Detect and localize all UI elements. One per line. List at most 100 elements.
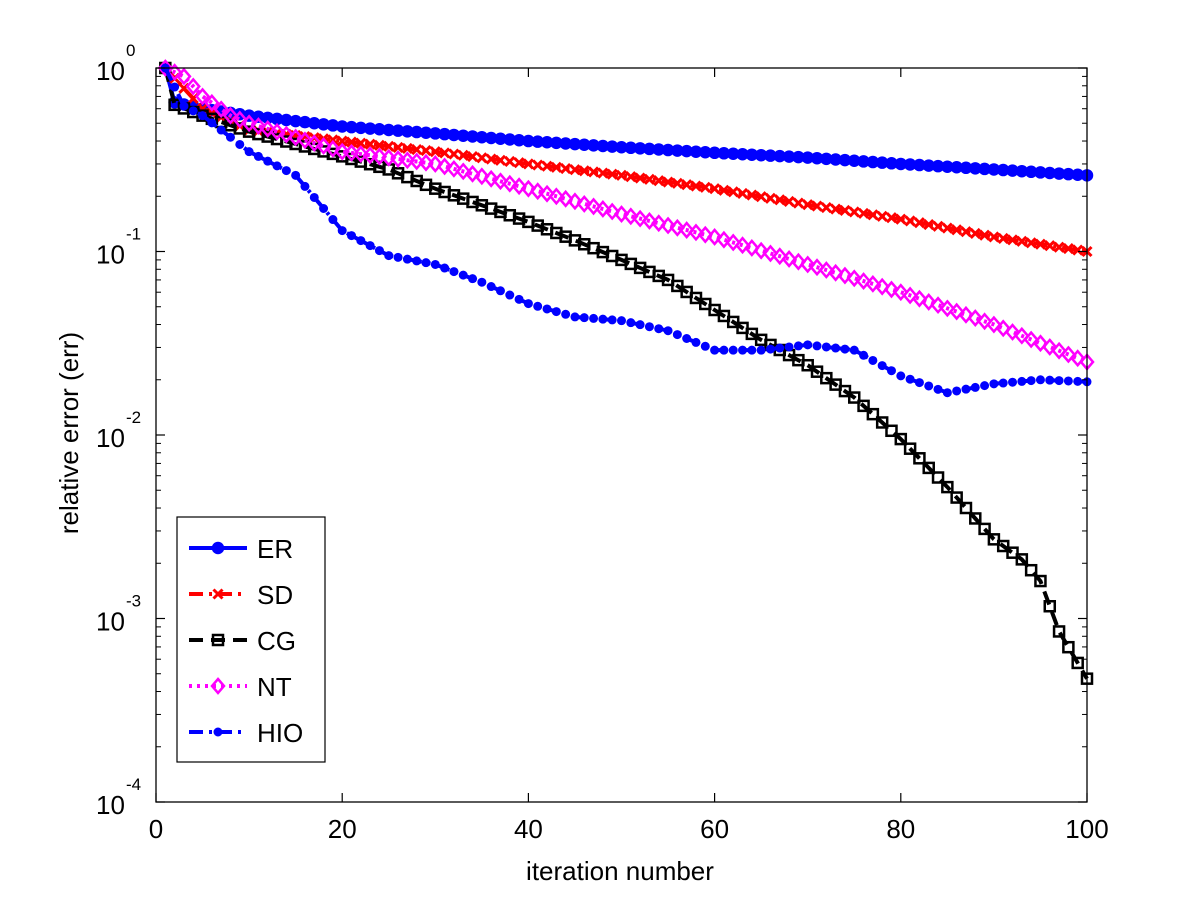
data-point-nt	[855, 272, 872, 291]
data-point-nt	[194, 87, 211, 106]
series-hio	[160, 63, 1092, 398]
y-tick-label-exponent: -1	[126, 225, 141, 244]
data-point-cg	[848, 391, 861, 404]
data-point-sd	[885, 212, 898, 224]
data-point-sd	[550, 161, 562, 173]
data-point-cg	[829, 378, 842, 391]
data-point-nt	[958, 305, 974, 324]
data-point-sd	[439, 147, 451, 159]
data-point-sd	[690, 180, 702, 192]
data-point-sd	[913, 217, 925, 229]
data-point-cg	[820, 371, 833, 385]
data-point-nt	[474, 167, 490, 186]
data-point-sd	[522, 158, 534, 170]
data-point-cg	[922, 461, 935, 475]
data-point-sd	[476, 152, 488, 164]
data-point-hio	[784, 342, 794, 352]
data-point-cg	[866, 407, 880, 421]
data-point-hio	[961, 384, 971, 394]
data-point-cg	[1015, 553, 1029, 566]
data-point-sd	[383, 140, 395, 152]
x-axis-label: iteration number	[526, 856, 714, 886]
data-point-hio	[458, 270, 468, 280]
data-point-nt	[409, 152, 425, 171]
series-nt	[157, 59, 1095, 371]
data-point-hio	[477, 277, 487, 287]
data-point-nt	[306, 134, 322, 153]
data-point-sd	[736, 187, 749, 200]
data-point-sd	[420, 145, 432, 157]
x-tick-label: 80	[886, 814, 915, 844]
data-point-hio	[393, 252, 403, 262]
data-point-sd	[792, 197, 804, 209]
data-point-sd	[848, 206, 860, 218]
data-point-hio	[775, 343, 785, 353]
data-point-hio	[514, 294, 524, 304]
data-point-cg	[857, 399, 870, 413]
data-point-hio	[384, 251, 394, 261]
data-point-nt	[930, 296, 946, 315]
data-point-nt	[967, 309, 983, 327]
data-point-hio	[905, 374, 915, 384]
data-point-hio	[896, 371, 906, 381]
data-point-hio	[1026, 376, 1036, 386]
data-point-hio	[495, 286, 505, 296]
data-point-nt	[744, 239, 760, 257]
data-point-hio	[700, 341, 710, 351]
data-point-hio	[710, 345, 720, 355]
data-point-sd	[429, 146, 441, 158]
data-point-hio	[421, 258, 431, 268]
y-tick-label-base: 10	[96, 607, 125, 637]
data-point-hio	[1035, 375, 1045, 385]
legend-label: SD	[257, 580, 293, 610]
data-point-hio	[738, 345, 748, 355]
data-point-hio	[1008, 377, 1018, 387]
data-point-hio	[812, 341, 822, 351]
data-point-nt	[1060, 345, 1077, 364]
data-point-nt	[502, 174, 518, 193]
y-tick-label-exponent: -2	[126, 408, 141, 427]
data-point-hio	[821, 342, 831, 352]
data-point-sd	[1062, 243, 1074, 255]
data-point-nt	[995, 319, 1011, 338]
data-point-cg	[978, 522, 991, 536]
data-point-nt	[539, 184, 555, 203]
legend-label: CG	[257, 626, 296, 656]
data-point-sd	[811, 200, 823, 212]
data-point-hio	[319, 203, 329, 213]
data-point-nt	[269, 122, 285, 141]
data-point-cg	[1043, 599, 1057, 613]
data-point-cg	[894, 432, 908, 446]
data-point-hio	[337, 226, 347, 236]
data-point-nt	[427, 155, 443, 173]
data-point-nt	[353, 145, 369, 164]
data-point-sd	[979, 229, 991, 241]
data-point-nt	[1070, 349, 1086, 368]
data-point-hio	[449, 267, 459, 277]
data-point-sd	[411, 143, 423, 156]
data-point-nt	[436, 157, 453, 176]
data-point-sd	[1016, 235, 1028, 247]
data-point-nt	[1051, 341, 1067, 360]
data-point-cg	[801, 358, 814, 372]
data-point-sd	[1053, 241, 1065, 253]
data-point-nt	[632, 209, 648, 228]
data-point-sd	[1006, 234, 1019, 246]
data-point-nt	[781, 250, 797, 268]
data-point-nt	[706, 228, 723, 246]
data-point-sd	[997, 232, 1009, 244]
data-point-hio	[1045, 375, 1055, 385]
data-point-sd	[588, 166, 600, 178]
data-point-nt	[567, 192, 583, 211]
data-point-hio	[523, 299, 533, 309]
data-point-sd	[718, 184, 730, 196]
data-point-hio	[868, 355, 878, 365]
data-point-hio	[607, 315, 617, 325]
data-point-nt	[315, 137, 332, 155]
data-point-hio	[644, 322, 654, 332]
data-point-hio	[188, 106, 198, 116]
data-point-sd	[746, 189, 758, 201]
series-line-hio	[163, 67, 1088, 395]
data-point-hio	[402, 254, 412, 264]
data-point-hio	[914, 378, 924, 388]
